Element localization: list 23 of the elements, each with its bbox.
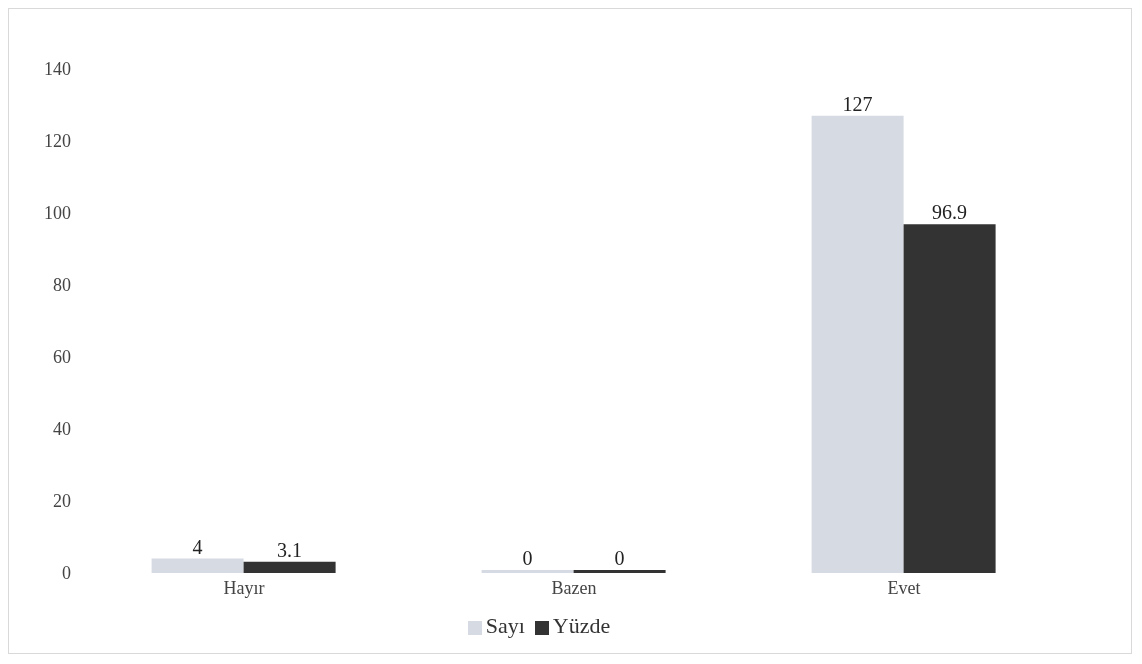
data-label: 0 xyxy=(614,547,625,569)
y-tick-label: 80 xyxy=(53,275,71,296)
bar xyxy=(811,115,904,573)
y-tick-label: 120 xyxy=(44,131,71,152)
data-label: 3.1 xyxy=(277,538,303,561)
x-tick-label: Evet xyxy=(887,577,921,598)
x-tick-label: Bazen xyxy=(551,577,597,598)
y-tick-label: 140 xyxy=(44,59,71,80)
legend-label: Yüzde xyxy=(552,613,611,638)
bar xyxy=(243,561,336,573)
bar xyxy=(151,558,244,573)
data-label: 0 xyxy=(522,547,533,569)
x-tick-label: Hayır xyxy=(223,577,265,598)
y-tick-label: 40 xyxy=(53,419,71,440)
data-label: 4 xyxy=(192,535,203,558)
y-tick-label: 0 xyxy=(62,563,71,584)
data-label: 127 xyxy=(842,92,873,115)
y-tick-label: 20 xyxy=(53,491,71,512)
data-label: 96.9 xyxy=(932,201,968,224)
y-tick-label: 100 xyxy=(44,203,71,224)
y-tick-label: 60 xyxy=(53,347,71,368)
bar xyxy=(903,224,996,573)
legend-label: Sayı xyxy=(485,613,525,638)
